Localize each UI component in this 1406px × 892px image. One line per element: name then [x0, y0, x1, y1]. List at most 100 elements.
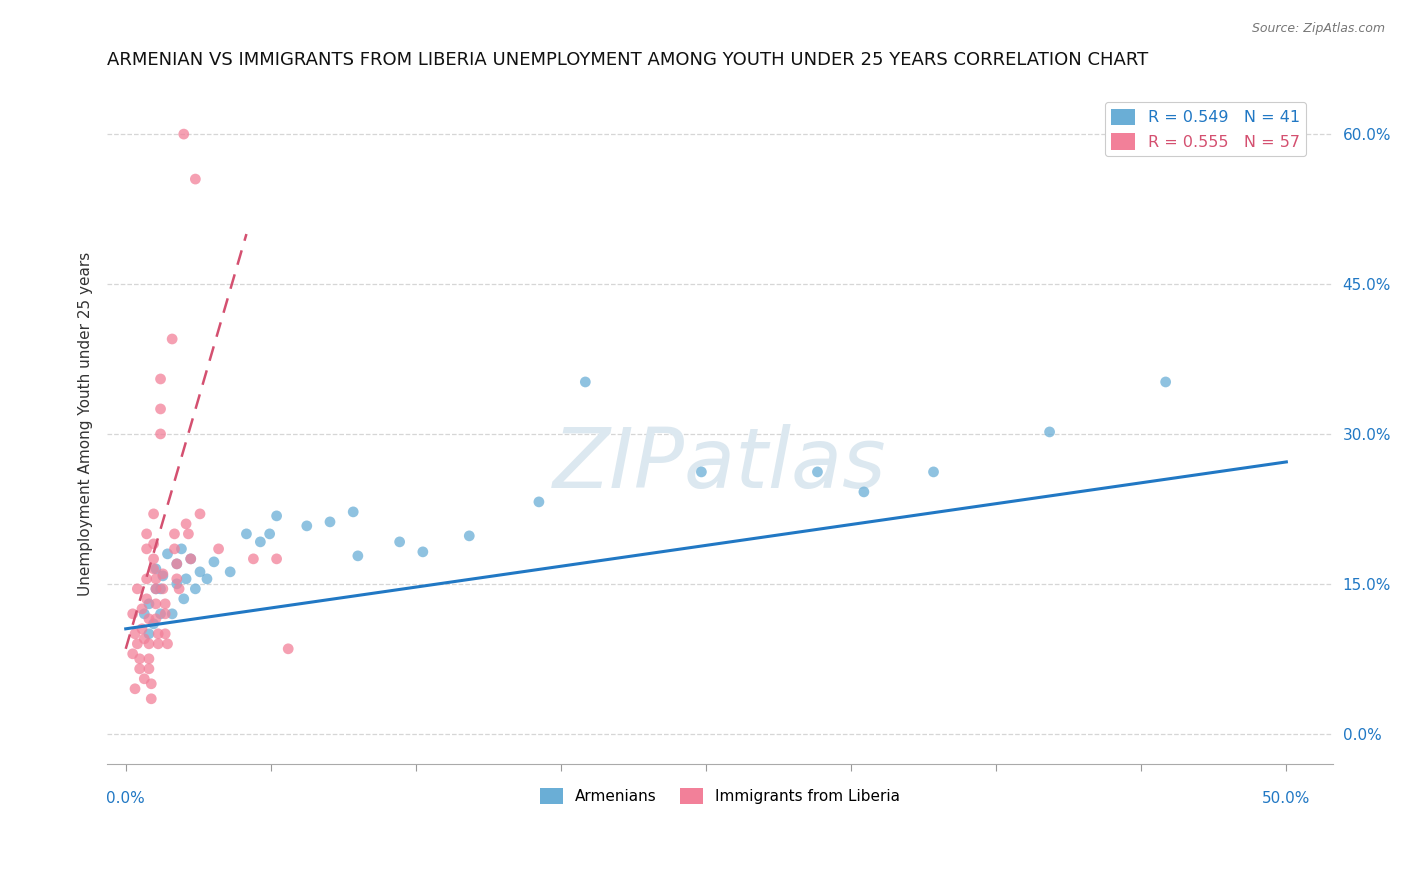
- Point: [690, 465, 713, 479]
- Point: [806, 465, 828, 479]
- Point: [160, 332, 183, 346]
- Point: [131, 602, 153, 616]
- Point: [149, 401, 172, 416]
- Point: [166, 557, 188, 571]
- Point: [149, 426, 172, 441]
- Point: [145, 562, 167, 576]
- Point: [121, 607, 143, 621]
- Point: [180, 552, 202, 566]
- Point: [277, 641, 299, 656]
- Text: 0.0%: 0.0%: [107, 790, 145, 805]
- Point: [131, 622, 153, 636]
- Point: [145, 582, 167, 596]
- Point: [259, 527, 281, 541]
- Point: [142, 562, 165, 576]
- Point: [135, 527, 157, 541]
- Point: [177, 527, 200, 541]
- Point: [121, 647, 143, 661]
- Point: [153, 627, 176, 641]
- Point: [388, 534, 411, 549]
- Point: [342, 505, 364, 519]
- Point: [574, 375, 596, 389]
- Point: [347, 549, 370, 563]
- Point: [145, 582, 167, 596]
- Point: [134, 607, 156, 621]
- Point: [174, 516, 197, 531]
- Point: [128, 662, 150, 676]
- Point: [134, 672, 156, 686]
- Point: [153, 607, 176, 621]
- Point: [135, 572, 157, 586]
- Point: [141, 691, 163, 706]
- Point: [142, 552, 165, 566]
- Point: [167, 582, 190, 596]
- Text: Source: ZipAtlas.com: Source: ZipAtlas.com: [1251, 22, 1385, 36]
- Point: [148, 627, 170, 641]
- Point: [319, 515, 342, 529]
- Point: [188, 507, 211, 521]
- Point: [127, 582, 149, 596]
- Point: [148, 637, 170, 651]
- Point: [145, 572, 167, 586]
- Point: [142, 537, 165, 551]
- Point: [174, 572, 197, 586]
- Point: [184, 582, 207, 596]
- Point: [852, 484, 875, 499]
- Point: [188, 565, 211, 579]
- Text: ZIPatlas: ZIPatlas: [553, 425, 887, 505]
- Point: [166, 572, 188, 586]
- Point: [173, 127, 195, 141]
- Point: [180, 552, 202, 566]
- Point: [138, 662, 160, 676]
- Point: [170, 541, 193, 556]
- Point: [173, 591, 195, 606]
- Point: [138, 627, 160, 641]
- Text: ARMENIAN VS IMMIGRANTS FROM LIBERIA UNEMPLOYMENT AMONG YOUTH UNDER 25 YEARS CORR: ARMENIAN VS IMMIGRANTS FROM LIBERIA UNEM…: [107, 51, 1149, 69]
- Point: [266, 508, 288, 523]
- Point: [163, 527, 186, 541]
- Point: [135, 541, 157, 556]
- Y-axis label: Unemployment Among Youth under 25 years: Unemployment Among Youth under 25 years: [79, 252, 93, 596]
- Point: [152, 582, 174, 596]
- Point: [156, 547, 179, 561]
- Point: [127, 637, 149, 651]
- Point: [184, 172, 207, 186]
- Point: [128, 652, 150, 666]
- Point: [160, 607, 183, 621]
- Point: [152, 566, 174, 581]
- Point: [141, 677, 163, 691]
- Point: [138, 597, 160, 611]
- Point: [166, 577, 188, 591]
- Point: [219, 565, 242, 579]
- Point: [207, 541, 229, 556]
- Point: [922, 465, 945, 479]
- Text: 50.0%: 50.0%: [1263, 790, 1310, 805]
- Point: [458, 529, 481, 543]
- Point: [142, 616, 165, 631]
- Point: [138, 637, 160, 651]
- Point: [149, 607, 172, 621]
- Point: [1039, 425, 1062, 439]
- Point: [242, 552, 264, 566]
- Point: [195, 572, 218, 586]
- Point: [135, 591, 157, 606]
- Point: [138, 652, 160, 666]
- Point: [202, 555, 225, 569]
- Point: [1154, 375, 1177, 389]
- Point: [295, 519, 318, 533]
- Point: [153, 597, 176, 611]
- Point: [124, 681, 146, 696]
- Point: [412, 545, 434, 559]
- Point: [145, 612, 167, 626]
- Point: [266, 552, 288, 566]
- Point: [156, 637, 179, 651]
- Point: [152, 569, 174, 583]
- Point: [235, 527, 257, 541]
- Point: [163, 541, 186, 556]
- Point: [124, 627, 146, 641]
- Point: [138, 612, 160, 626]
- Legend: R = 0.549   N = 41, R = 0.555   N = 57: R = 0.549 N = 41, R = 0.555 N = 57: [1105, 103, 1306, 156]
- Point: [142, 507, 165, 521]
- Point: [249, 534, 271, 549]
- Point: [527, 495, 550, 509]
